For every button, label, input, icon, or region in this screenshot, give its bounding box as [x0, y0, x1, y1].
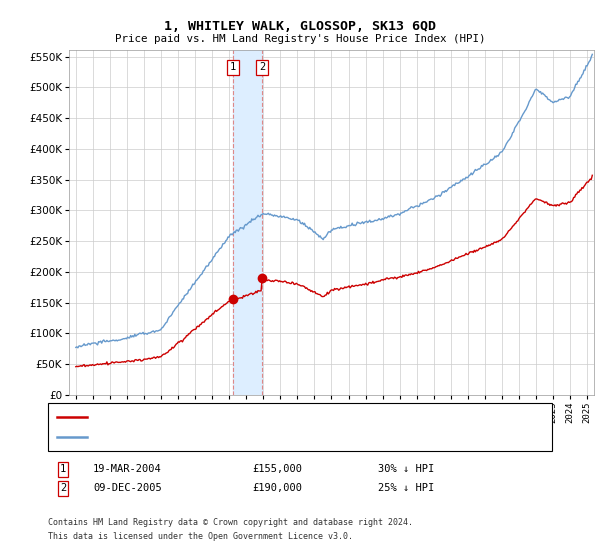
Text: 2: 2: [259, 63, 265, 72]
Text: 30% ↓ HPI: 30% ↓ HPI: [378, 464, 434, 474]
Text: This data is licensed under the Open Government Licence v3.0.: This data is licensed under the Open Gov…: [48, 532, 353, 541]
Text: Contains HM Land Registry data © Crown copyright and database right 2024.: Contains HM Land Registry data © Crown c…: [48, 518, 413, 527]
Text: £190,000: £190,000: [252, 483, 302, 493]
Text: HPI: Average price, detached house, High Peak: HPI: Average price, detached house, High…: [93, 432, 358, 442]
Bar: [233, 50, 262, 395]
Text: Price paid vs. HM Land Registry's House Price Index (HPI): Price paid vs. HM Land Registry's House …: [115, 34, 485, 44]
Text: 1, WHITLEY WALK, GLOSSOP, SK13 6QD (detached house): 1, WHITLEY WALK, GLOSSOP, SK13 6QD (deta…: [93, 412, 392, 422]
Text: 25% ↓ HPI: 25% ↓ HPI: [378, 483, 434, 493]
Text: 2: 2: [60, 483, 66, 493]
Text: 1, WHITLEY WALK, GLOSSOP, SK13 6QD: 1, WHITLEY WALK, GLOSSOP, SK13 6QD: [164, 20, 436, 32]
Text: 1: 1: [230, 63, 236, 72]
Text: 09-DEC-2005: 09-DEC-2005: [93, 483, 162, 493]
Text: 1: 1: [60, 464, 66, 474]
Text: 19-MAR-2004: 19-MAR-2004: [93, 464, 162, 474]
Text: £155,000: £155,000: [252, 464, 302, 474]
